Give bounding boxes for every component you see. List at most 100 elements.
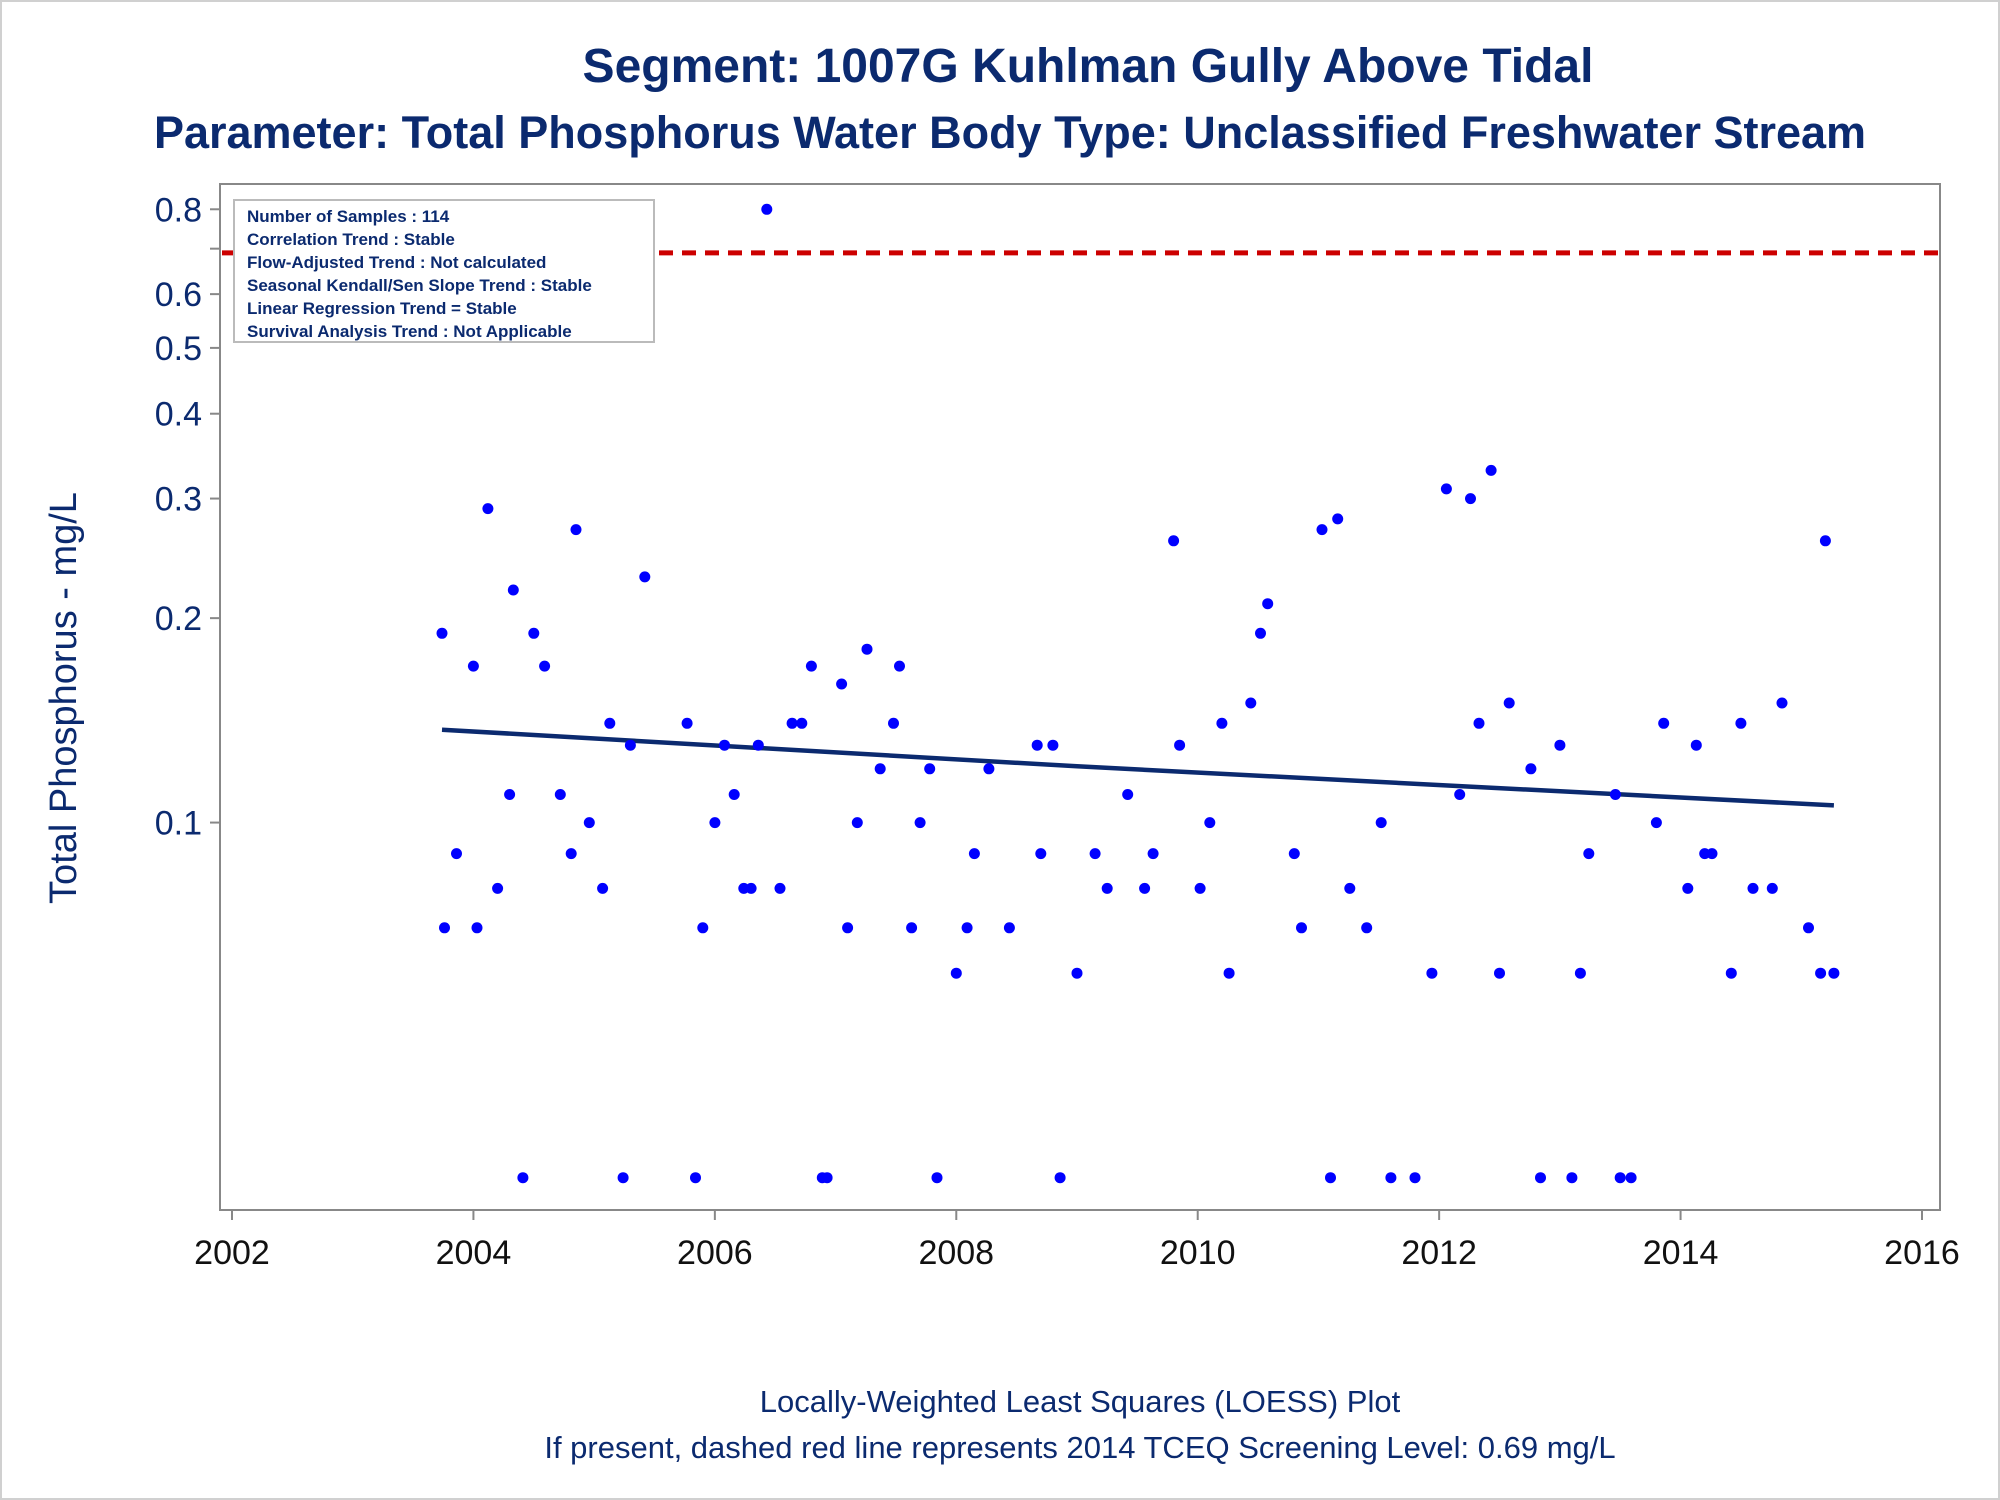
- data-point: [554, 789, 566, 800]
- data-point: [504, 789, 516, 800]
- data-point: [1503, 697, 1515, 709]
- data-point: [914, 817, 926, 829]
- data-point: [439, 922, 450, 934]
- data-point: [728, 789, 740, 800]
- data-point: [1426, 967, 1438, 979]
- data-point: [888, 717, 899, 729]
- data-point: [931, 1172, 943, 1184]
- data-points: [436, 203, 1840, 1184]
- info-box-border: [233, 199, 655, 343]
- data-point: [1296, 922, 1307, 934]
- data-point: [1690, 739, 1702, 751]
- data-point: [842, 922, 854, 934]
- data-point: [1776, 697, 1788, 709]
- data-point: [1174, 739, 1186, 751]
- data-point: [1583, 848, 1595, 860]
- info-line-correlation: Correlation Trend : Stable: [247, 230, 455, 249]
- y-tick-label: 0.8: [155, 191, 202, 229]
- data-point: [1525, 763, 1537, 775]
- y-tick-label: 0.5: [155, 330, 202, 368]
- y-axis: 0.1 0.2 0.3 0.4 0.5 0.6 0.8: [155, 191, 220, 843]
- data-point: [906, 922, 918, 934]
- data-point: [1803, 922, 1814, 934]
- data-point: [1766, 882, 1778, 894]
- x-tick-label: 2012: [1401, 1234, 1477, 1272]
- data-point: [517, 1172, 529, 1184]
- data-point: [1003, 922, 1015, 934]
- chart-title: Segment: 1007G Kuhlman Gully Above Tidal: [583, 40, 1594, 93]
- data-point: [752, 739, 764, 751]
- chart-subtitle: Parameter: Total Phosphorus Water Body T…: [154, 107, 1866, 158]
- data-point: [1216, 717, 1228, 729]
- data-point: [617, 1172, 629, 1184]
- data-point: [1735, 717, 1747, 729]
- data-point: [1316, 524, 1328, 536]
- data-point: [745, 882, 757, 894]
- data-point: [961, 922, 973, 934]
- data-point: [861, 643, 873, 655]
- data-point: [528, 627, 540, 639]
- data-point: [761, 203, 773, 215]
- data-point: [1101, 882, 1113, 894]
- y-tick-label: 0.4: [155, 396, 202, 434]
- data-point: [539, 660, 551, 672]
- data-point: [639, 571, 651, 583]
- loess-trend-line: [441, 727, 1835, 808]
- data-point: [1650, 817, 1662, 829]
- data-point: [1168, 535, 1180, 547]
- data-point: [1554, 739, 1566, 751]
- data-point: [1288, 848, 1300, 860]
- data-point: [1815, 967, 1827, 979]
- data-point: [950, 967, 962, 979]
- data-point: [1344, 882, 1356, 894]
- data-point: [774, 882, 786, 894]
- data-point: [583, 817, 595, 829]
- info-box: Number of Samples : 114 Correlation Tren…: [233, 199, 655, 343]
- data-point: [436, 627, 448, 639]
- x-tick-label: 2016: [1884, 1234, 1960, 1272]
- y-tick-label: 0.2: [155, 600, 202, 638]
- data-point: [624, 739, 636, 751]
- data-point: [1609, 789, 1621, 800]
- plot-area: [219, 183, 1941, 1211]
- data-point: [1574, 967, 1586, 979]
- data-point: [1658, 717, 1670, 729]
- data-point: [924, 763, 936, 775]
- data-point: [1747, 882, 1759, 894]
- x-tick-label: 2004: [436, 1234, 512, 1272]
- data-point: [1725, 967, 1737, 979]
- x-tick-label: 2008: [918, 1234, 994, 1272]
- x-axis: 2002 2004 2006 2008 2010 2012 2014 2016: [194, 1210, 1960, 1272]
- data-point: [836, 678, 848, 690]
- data-point: [874, 763, 886, 775]
- data-point: [451, 848, 462, 860]
- x-tick-label: 2006: [677, 1234, 753, 1272]
- data-point: [821, 1172, 833, 1184]
- data-point: [805, 660, 817, 672]
- data-point: [1332, 513, 1344, 525]
- y-tick-label: 0.1: [155, 805, 202, 843]
- data-point: [1440, 483, 1452, 495]
- data-point: [697, 922, 709, 934]
- data-point: [894, 660, 905, 672]
- data-point: [471, 922, 483, 934]
- data-point: [1375, 817, 1387, 829]
- data-point: [719, 739, 730, 751]
- data-point: [492, 882, 504, 894]
- y-axis-label: Total Phosphorus - mg/L: [43, 492, 85, 904]
- data-point: [1473, 717, 1485, 729]
- data-point: [1819, 535, 1831, 547]
- data-point: [1409, 1172, 1421, 1184]
- data-point: [1139, 882, 1151, 894]
- data-point: [1706, 848, 1718, 860]
- data-point: [1194, 882, 1206, 894]
- data-point: [1262, 598, 1274, 610]
- data-point: [983, 763, 995, 775]
- data-point: [968, 848, 980, 860]
- data-point: [1223, 967, 1235, 979]
- data-point: [597, 882, 609, 894]
- footnote-screening-level: If present, dashed red line represents 2…: [544, 1430, 1615, 1465]
- x-tick-label: 2014: [1643, 1234, 1719, 1272]
